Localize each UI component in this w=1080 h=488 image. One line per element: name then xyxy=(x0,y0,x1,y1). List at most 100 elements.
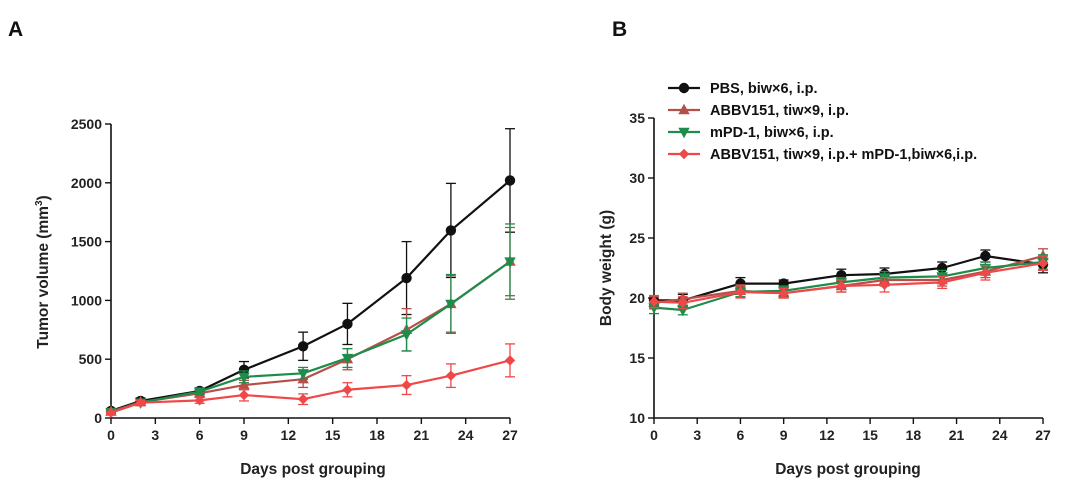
y-axis-title-a-suffix: ) xyxy=(35,195,52,200)
legend-label: ABBV151, tiw×9, i.p.+ mPD-1,biw×6,i.p. xyxy=(710,147,977,163)
data-point xyxy=(341,353,354,365)
data-point xyxy=(735,286,746,298)
y-tick-label: 10 xyxy=(629,410,645,426)
y-tick-label: 500 xyxy=(79,351,103,367)
data-point xyxy=(238,378,250,390)
data-point xyxy=(238,364,250,375)
y-axis-title-a-main: Tumor volume (mm xyxy=(35,206,52,349)
x-tick-label: 24 xyxy=(458,427,474,443)
legend-label: ABBV151, tiw×9, i.p. xyxy=(710,103,849,119)
x-tick-label: 6 xyxy=(737,427,745,443)
data-point xyxy=(342,384,353,395)
x-tick-label: 18 xyxy=(906,427,922,443)
x-tick-label: 18 xyxy=(369,427,385,443)
data-point xyxy=(297,369,309,380)
x-tick-label: 0 xyxy=(650,427,658,443)
x-tick-label: 24 xyxy=(992,427,1008,443)
series-combo xyxy=(648,255,1049,310)
series-pbs xyxy=(105,128,516,417)
legend-marker xyxy=(678,127,690,139)
y-tick-label: 0 xyxy=(94,410,102,426)
y-tick-label: 20 xyxy=(629,290,645,306)
data-point xyxy=(504,175,516,186)
legend-label: PBS, biw×6, i.p. xyxy=(710,81,818,97)
y-tick-label: 1000 xyxy=(71,292,102,308)
series-mpd1 xyxy=(105,223,516,419)
data-point xyxy=(879,279,890,290)
data-point xyxy=(238,389,250,401)
y-tick-label: 2500 xyxy=(71,116,102,132)
x-tick-label: 3 xyxy=(693,427,701,443)
series-combo xyxy=(105,343,516,418)
data-point xyxy=(778,288,789,299)
y-tick-label: 25 xyxy=(629,230,645,246)
panel-b: B 10 15 20 25 30 35 0 3 6 9 12 15 18 21 24 27 Days post… xyxy=(598,18,1051,478)
legend-marker xyxy=(678,103,690,115)
data-point xyxy=(105,407,117,418)
y-axis-title-a: Tumor volume (mm3) xyxy=(34,195,52,348)
data-point xyxy=(238,372,250,384)
data-point xyxy=(504,257,516,268)
data-point xyxy=(401,272,412,284)
data-point xyxy=(936,277,948,288)
legend-label: mPD-1, biw×6, i.p. xyxy=(710,125,834,141)
x-tick-label: 27 xyxy=(502,427,518,443)
panel-a: A 0 500 1000 1500 2000 2500 0 3 6 9 12 15 18 21 24 27 D… xyxy=(8,18,518,478)
x-tick-label: 15 xyxy=(862,427,878,443)
x-tick-label: 9 xyxy=(780,427,788,443)
panel-label-b: B xyxy=(612,18,627,41)
data-point xyxy=(677,297,689,308)
x-tick-label: 0 xyxy=(107,427,115,443)
data-point xyxy=(297,393,309,405)
x-tick-label: 21 xyxy=(414,427,430,443)
data-point xyxy=(400,330,413,341)
data-point xyxy=(445,225,457,236)
legend-marker xyxy=(678,82,690,94)
x-tick-label: 12 xyxy=(819,427,835,443)
x-axis-title-b: Days post grouping xyxy=(775,461,921,478)
plot-a: 0 500 1000 1500 2000 2500 0 3 6 9 12 15 18 21 24 27 xyxy=(71,116,518,443)
y-axis-title-a-sup: 3 xyxy=(34,200,45,206)
y-tick-label: 15 xyxy=(629,350,645,366)
y-tick-label: 30 xyxy=(629,170,645,186)
legend-entry-abbv: ABBV151, tiw×9, i.p. xyxy=(668,103,849,119)
data-point xyxy=(648,303,660,314)
data-point xyxy=(401,379,412,391)
y-tick-label: 2000 xyxy=(71,175,102,191)
data-point xyxy=(193,387,206,398)
series-line-mpd1 xyxy=(110,260,511,414)
y-tick-label: 35 xyxy=(629,110,645,126)
series-line-abbv xyxy=(110,260,511,413)
x-tick-label: 9 xyxy=(240,427,248,443)
y-tick-label: 1500 xyxy=(71,234,102,250)
data-point xyxy=(445,370,457,381)
data-point xyxy=(1037,258,1049,269)
data-point xyxy=(648,296,660,307)
legend-entry-combo: ABBV151, tiw×9, i.p.+ mPD-1,biw×6,i.p. xyxy=(668,147,977,163)
panel-label-a: A xyxy=(8,18,23,41)
data-point xyxy=(342,318,353,330)
y-axis-title-b: Body weight (g) xyxy=(598,210,615,326)
plot-b: 10 15 20 25 30 35 0 3 6 9 12 15 18 21 24 27 xyxy=(629,110,1051,443)
data-point xyxy=(297,341,309,352)
legend-entry-mpd1: mPD-1, biw×6, i.p. xyxy=(668,125,834,141)
x-tick-label: 12 xyxy=(281,427,297,443)
data-point xyxy=(980,250,991,262)
x-tick-label: 27 xyxy=(1035,427,1051,443)
data-point xyxy=(504,355,516,366)
x-tick-label: 3 xyxy=(151,427,159,443)
legend: PBS, biw×6, i.p. ABBV151, tiw×9, i.p. mPD-… xyxy=(668,81,977,163)
data-point xyxy=(445,299,457,311)
data-point xyxy=(194,395,205,406)
x-tick-label: 21 xyxy=(949,427,965,443)
series-line-combo xyxy=(110,359,511,414)
x-tick-label: 15 xyxy=(325,427,341,443)
data-point xyxy=(135,397,146,408)
data-point xyxy=(980,267,991,278)
data-point xyxy=(836,280,847,292)
x-axis-title-a: Days post grouping xyxy=(240,461,386,478)
legend-marker xyxy=(678,148,690,160)
legend-entry-pbs: PBS, biw×6, i.p. xyxy=(668,81,818,97)
x-tick-label: 6 xyxy=(196,427,204,443)
